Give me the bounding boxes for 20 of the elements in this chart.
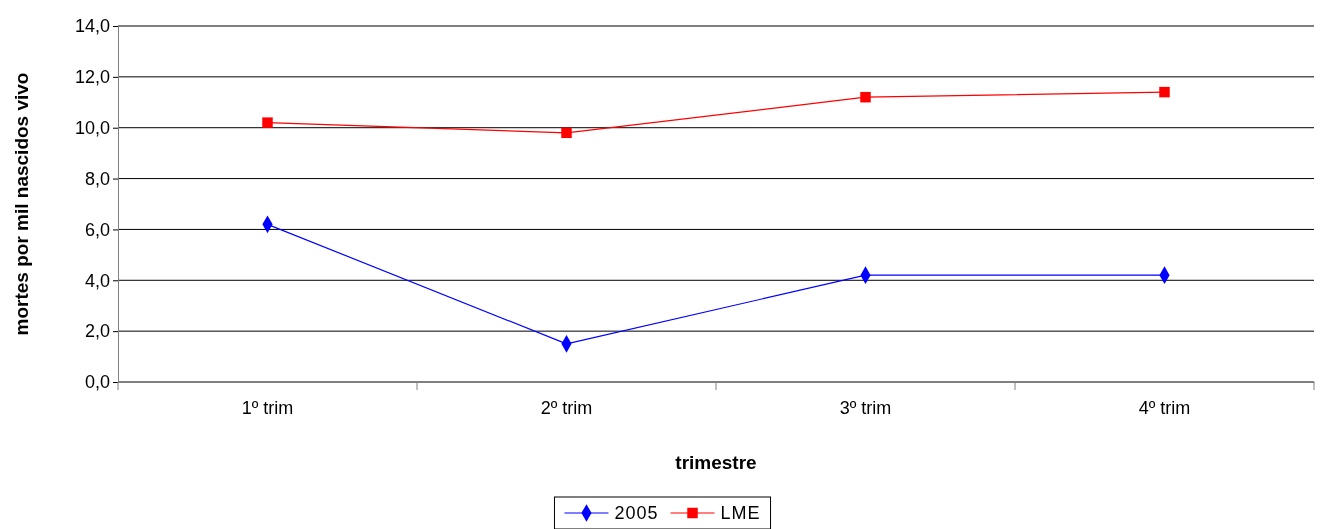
- point: [561, 127, 572, 139]
- legend-label: LME: [720, 503, 761, 523]
- x-axis-title: trimestre: [675, 452, 757, 473]
- x-tick-label: 4º trim: [1138, 397, 1191, 418]
- x-tick-label: 3º trim: [839, 397, 892, 418]
- y-tick-label: 14,0: [74, 16, 110, 37]
- y-tick-label: 4,0: [84, 270, 110, 291]
- point: [860, 91, 871, 103]
- y-tick-label: 6,0: [84, 219, 110, 240]
- y-tick-label: 0,0: [84, 372, 110, 393]
- y-tick-label: 2,0: [84, 321, 110, 342]
- legend-label: 2005: [614, 503, 659, 523]
- y-axis-title: mortes por mil nascidos vivo: [11, 72, 32, 336]
- point: [262, 117, 273, 128]
- y-tick-label: 10,0: [74, 117, 110, 138]
- y-tick-label: 8,0: [84, 168, 110, 189]
- point: [1159, 86, 1170, 98]
- x-tick-label: 2º trim: [540, 397, 593, 418]
- x-tick-label: 1º trim: [241, 397, 294, 418]
- y-tick-label: 12,0: [74, 67, 110, 88]
